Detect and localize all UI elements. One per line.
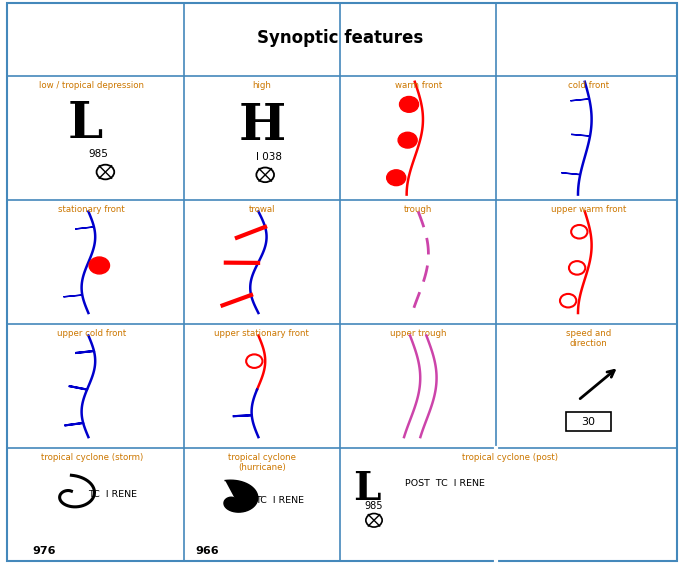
- Text: trough: trough: [404, 205, 432, 214]
- Text: TC  I RENE: TC I RENE: [88, 491, 137, 499]
- Circle shape: [400, 96, 419, 112]
- Text: 966: 966: [196, 545, 219, 556]
- Text: upper cold front: upper cold front: [57, 329, 126, 338]
- Text: 976: 976: [33, 545, 56, 556]
- Text: 985: 985: [88, 149, 109, 159]
- Text: trowal: trowal: [249, 205, 275, 214]
- Text: POST  TC  I RENE: POST TC I RENE: [405, 479, 484, 488]
- Text: upper stationary front: upper stationary front: [214, 329, 309, 338]
- Text: L: L: [354, 470, 381, 508]
- Text: upper trough: upper trough: [390, 329, 447, 338]
- Text: L: L: [67, 100, 103, 148]
- Text: speed and
direction: speed and direction: [566, 329, 611, 348]
- Text: stationary front: stationary front: [58, 205, 125, 214]
- Text: 30: 30: [581, 417, 595, 427]
- Circle shape: [89, 257, 109, 274]
- Polygon shape: [562, 173, 580, 175]
- Bar: [566, 412, 611, 431]
- Polygon shape: [75, 227, 94, 229]
- Circle shape: [387, 170, 406, 186]
- Text: tropical cyclone (storm): tropical cyclone (storm): [41, 453, 143, 462]
- Text: tropical cyclone
(hurricane): tropical cyclone (hurricane): [228, 453, 296, 472]
- Text: TC  I RENE: TC I RENE: [255, 496, 304, 505]
- Text: high: high: [252, 81, 271, 90]
- Text: low / tropical depression: low / tropical depression: [39, 81, 144, 90]
- Polygon shape: [63, 295, 82, 297]
- Text: tropical cyclone (post): tropical cyclone (post): [462, 453, 558, 462]
- Text: H: H: [238, 103, 286, 151]
- Circle shape: [398, 133, 417, 148]
- Text: Synoptic features: Synoptic features: [257, 29, 423, 47]
- Text: I 038: I 038: [256, 152, 282, 162]
- Text: cold front: cold front: [568, 81, 609, 90]
- Text: warm front: warm front: [394, 81, 442, 90]
- Polygon shape: [571, 99, 590, 101]
- Polygon shape: [224, 480, 258, 512]
- Polygon shape: [571, 134, 590, 136]
- Text: 985: 985: [364, 501, 384, 511]
- Text: upper warm front: upper warm front: [551, 205, 626, 214]
